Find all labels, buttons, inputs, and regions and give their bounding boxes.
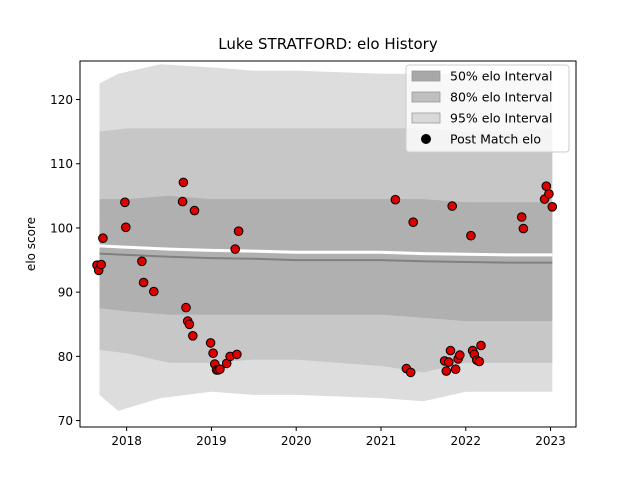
legend-box — [405, 64, 570, 153]
elo-point — [405, 367, 416, 378]
band-50-interval — [99, 195, 553, 322]
post-match-points — [92, 177, 558, 378]
y-axis: 70 80 90 100 110 120 — [50, 93, 80, 428]
mean-line-layer — [99, 244, 553, 264]
elo-point — [518, 223, 529, 234]
legend-label: 95% elo Interval — [450, 111, 552, 126]
legend-label: 80% elo Interval — [450, 90, 552, 105]
elo-point — [408, 217, 419, 227]
elo-point — [455, 350, 465, 360]
legend-swatch — [411, 70, 441, 82]
elo-point — [96, 259, 106, 270]
mean-elo-line — [99, 252, 553, 264]
elo-point — [447, 201, 458, 211]
elo-point — [181, 302, 191, 313]
x-tick-label: 2020 — [281, 434, 312, 448]
legend-label: 50% elo Interval — [450, 69, 552, 84]
x-tick-label: 2022 — [451, 434, 482, 448]
elo-point — [205, 338, 216, 348]
elo-point — [121, 222, 131, 233]
x-tick-label: 2021 — [366, 434, 397, 448]
legend-swatch — [411, 112, 441, 124]
elo-point — [149, 286, 159, 297]
elo-point — [178, 177, 189, 188]
y-tick-label: 70 — [58, 414, 73, 428]
elo-point — [177, 196, 188, 207]
elo-point — [444, 357, 454, 367]
elo-point — [445, 345, 456, 356]
elo-point — [215, 364, 225, 375]
elo-point — [516, 212, 527, 222]
legend: 50% elo Interval 80% elo Interval 95% elo … — [405, 64, 570, 153]
elo-point — [138, 277, 149, 288]
elo-point — [189, 205, 200, 216]
elo-point — [450, 364, 461, 375]
elo-point — [544, 189, 554, 199]
x-tick-label: 2023 — [535, 434, 566, 448]
elo-point — [188, 331, 198, 341]
elo-point — [547, 202, 558, 212]
elo-point — [232, 349, 242, 360]
elo-point — [474, 356, 485, 367]
y-tick-label: 110 — [50, 157, 73, 171]
elo-point — [441, 366, 452, 376]
y-axis-label: elo score — [24, 217, 38, 271]
legend-marker — [421, 134, 431, 144]
x-tick-label: 2019 — [196, 434, 227, 448]
elo-point — [466, 230, 476, 241]
y-tick-label: 90 — [58, 286, 73, 300]
legend-label: Post Match elo — [450, 132, 541, 147]
y-tick-label: 120 — [50, 93, 73, 107]
x-axis: 2018 2019 2020 2021 2022 2023 — [111, 427, 566, 448]
elo-point — [230, 244, 240, 254]
legend-swatch — [411, 91, 441, 103]
elo-point — [120, 197, 130, 208]
mean-highlight-line — [99, 244, 553, 257]
elo-point — [184, 319, 195, 330]
elo-point — [233, 226, 244, 236]
elo-point — [98, 233, 108, 243]
elo-point — [476, 340, 486, 351]
elo-point — [137, 256, 147, 267]
x-tick-label: 2018 — [111, 434, 142, 448]
chart-title: Luke STRATFORD: elo History — [218, 35, 438, 53]
y-tick-label: 100 — [50, 221, 73, 235]
y-tick-label: 80 — [58, 350, 73, 364]
elo-point — [208, 348, 218, 359]
elo-point — [390, 194, 401, 205]
plot-frame — [79, 60, 577, 428]
